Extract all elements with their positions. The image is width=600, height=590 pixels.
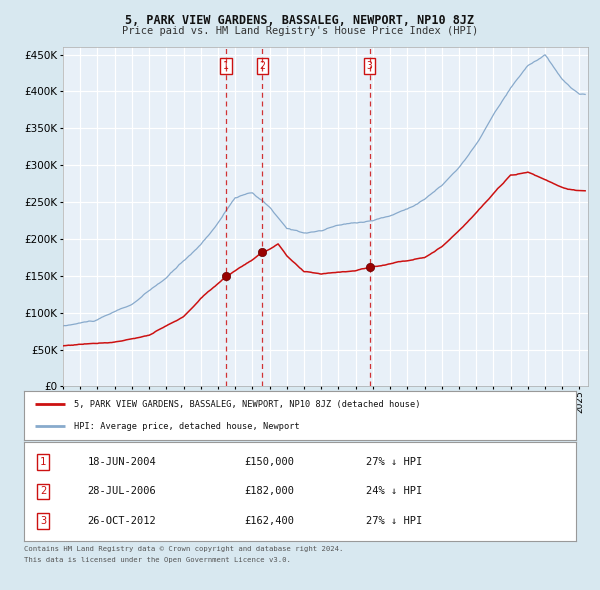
Text: HPI: Average price, detached house, Newport: HPI: Average price, detached house, Newp… — [74, 422, 299, 431]
Text: 28-JUL-2006: 28-JUL-2006 — [88, 487, 156, 496]
Text: 18-JUN-2004: 18-JUN-2004 — [88, 457, 156, 467]
Text: 24% ↓ HPI: 24% ↓ HPI — [366, 487, 422, 496]
Text: 27% ↓ HPI: 27% ↓ HPI — [366, 516, 422, 526]
Text: £182,000: £182,000 — [245, 487, 295, 496]
Text: 2: 2 — [40, 487, 46, 496]
Text: 27% ↓ HPI: 27% ↓ HPI — [366, 457, 422, 467]
Text: Contains HM Land Registry data © Crown copyright and database right 2024.: Contains HM Land Registry data © Crown c… — [24, 546, 343, 552]
Text: This data is licensed under the Open Government Licence v3.0.: This data is licensed under the Open Gov… — [24, 557, 291, 563]
Text: 3: 3 — [367, 61, 373, 71]
Text: £150,000: £150,000 — [245, 457, 295, 467]
Text: 2: 2 — [259, 61, 265, 71]
Text: 5, PARK VIEW GARDENS, BASSALEG, NEWPORT, NP10 8JZ (detached house): 5, PARK VIEW GARDENS, BASSALEG, NEWPORT,… — [74, 400, 420, 409]
Text: 3: 3 — [40, 516, 46, 526]
Text: Price paid vs. HM Land Registry's House Price Index (HPI): Price paid vs. HM Land Registry's House … — [122, 26, 478, 36]
Text: 1: 1 — [223, 61, 229, 71]
Text: £162,400: £162,400 — [245, 516, 295, 526]
Text: 1: 1 — [40, 457, 46, 467]
Text: 5, PARK VIEW GARDENS, BASSALEG, NEWPORT, NP10 8JZ: 5, PARK VIEW GARDENS, BASSALEG, NEWPORT,… — [125, 14, 475, 27]
Text: 26-OCT-2012: 26-OCT-2012 — [88, 516, 156, 526]
